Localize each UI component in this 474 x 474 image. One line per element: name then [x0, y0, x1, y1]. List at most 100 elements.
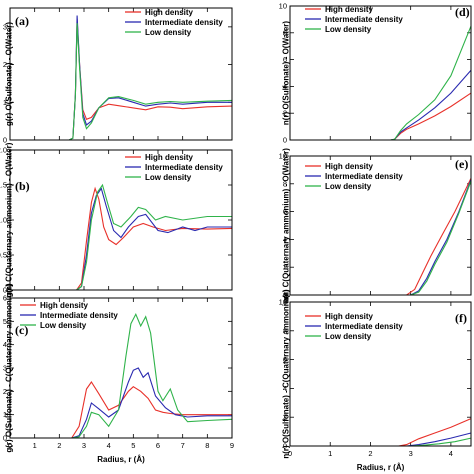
x-tick-label: 7 [181, 441, 185, 450]
x-axis-title: Radius, r (Å) [97, 455, 145, 464]
x-tick-label: 0 [8, 441, 12, 450]
y-tick-label: 10 [279, 152, 287, 161]
y-tick-label: 8 [283, 326, 287, 335]
x-tick-label: 4 [107, 441, 111, 450]
panel-a: 0 1 2 3 (a)g(r) O(Sulfonate) - O(Water) High … [3, 7, 233, 145]
legend-entry: Intermediate density [325, 322, 403, 331]
legend-entry: Low density [325, 332, 372, 341]
y-axis-title: g(r) C(Quaternary ammonium) - O(Water) [5, 142, 14, 297]
x-tick-label: 2 [368, 449, 372, 458]
y-tick-label: 3 [3, 22, 7, 31]
legend-entry: Intermediate density [145, 18, 223, 27]
panel-label: (a) [15, 14, 29, 28]
series-line-high-density [71, 381, 232, 439]
y-tick-label: 4 [283, 235, 287, 244]
x-tick-label: 4 [449, 449, 453, 458]
y-tick-label: 0 [283, 291, 287, 300]
y-tick-label: 0 [283, 442, 287, 451]
y-tick-label: 1 [3, 98, 7, 107]
plot-frame [9, 149, 233, 291]
plot-frame [289, 5, 472, 141]
x-tick-label: 9 [230, 441, 234, 450]
y-tick-label: 2 [3, 60, 7, 69]
legend-entry: Low density [325, 25, 372, 34]
panel-c: 0 1 2 3 4 5 6 7 8 9 0 1 2 3 4 5 6 (c)g(r) O(Sulfonate) - … [3, 283, 234, 464]
y-tick-label: 4 [283, 82, 287, 91]
legend-entry: Intermediate density [40, 311, 118, 320]
x-tick-label: 3 [409, 449, 413, 458]
plot-frame [9, 7, 233, 141]
y-tick-label: 10 [279, 2, 287, 11]
y-tick-label: 10 [279, 298, 287, 307]
y-tick-label: 2 [283, 109, 287, 118]
legend-entry: High density [145, 153, 194, 162]
x-tick-label: 6 [156, 441, 160, 450]
y-tick-label: 6 [283, 355, 287, 364]
x-tick-label: 3 [82, 441, 86, 450]
legend-entry: High density [325, 162, 374, 171]
series-line-high-density [290, 177, 472, 296]
y-axis-title: g(r) O(Sulfonate) - C(Quaternary ammoniu… [5, 283, 14, 453]
series-line-high-density [68, 19, 233, 141]
y-axis-title: g(r) O(Sulfonate) - O(Water) [5, 22, 14, 126]
y-tick-label: 2.0 [0, 146, 7, 155]
panel-label: (d) [455, 5, 470, 19]
y-tick-label: 6 [3, 294, 7, 303]
y-tick-label: 1.5 [0, 181, 7, 190]
y-tick-label: 0 [3, 136, 7, 145]
series-line-intermediate-density [76, 187, 232, 291]
x-tick-label: 8 [205, 441, 209, 450]
y-tick-label: 2 [283, 413, 287, 422]
legend-entry: Intermediate density [145, 163, 223, 172]
panel-f: 0 1 2 3 4 0 2 4 6 8 10 (f) n(r) O(Sulfonate) - C(Qua… [279, 289, 472, 472]
series-line-intermediate-density [290, 179, 472, 296]
y-tick-label: 4 [3, 340, 7, 349]
series-line-intermediate-density [290, 432, 472, 447]
plot-frame [289, 155, 472, 296]
panel-label: (f) [455, 311, 467, 325]
y-axis-title: n(r) O(Sulfonate) - O(Water) [282, 21, 291, 125]
plot-frame [9, 297, 233, 439]
y-tick-label: 6 [283, 55, 287, 64]
panel-label: (c) [15, 323, 28, 337]
y-tick-label: 1.0 [0, 216, 7, 225]
legend-entry: High density [40, 301, 89, 310]
panel-label: (e) [455, 157, 468, 171]
legend-entry: Intermediate density [325, 172, 403, 181]
panel-e: 0 2 4 6 8 10 (e) n(r) C(Quaternary ammonium) - … [279, 148, 472, 303]
x-tick-label: 2 [57, 441, 61, 450]
series-line-intermediate-density [71, 367, 232, 439]
series-line-low-density [71, 313, 233, 439]
legend-entry: Low density [145, 173, 192, 182]
series-line-high-density [76, 186, 233, 291]
series-line-intermediate-density [290, 69, 472, 141]
y-tick-label: 8 [283, 28, 287, 37]
y-tick-label: 5 [3, 317, 7, 326]
legend-entry: Intermediate density [325, 15, 403, 24]
y-tick-label: 2 [3, 387, 7, 396]
y-tick-label: 0 [3, 286, 7, 295]
x-tick-label: 1 [328, 449, 332, 458]
series-line-low-density [290, 25, 472, 141]
y-tick-label: 4 [283, 384, 287, 393]
panel-d: 0 2 4 6 8 10 (d) n(r) O(Sulfonate) - O(Water) Hi… [279, 2, 472, 145]
y-tick-label: 2 [283, 263, 287, 272]
legend-entry: Low density [325, 182, 372, 191]
y-tick-label: 8 [283, 179, 287, 188]
y-tick-label: 0.5 [0, 251, 7, 260]
y-tick-label: 0 [283, 136, 287, 145]
panel-b: 0 0.5 1.0 1.5 2.0 (b)g(r) C(Quaternary ammoni… [0, 142, 233, 297]
x-tick-label: 5 [131, 441, 135, 450]
legend-entry: High density [325, 312, 374, 321]
series-line-low-density [76, 183, 232, 291]
y-tick-label: 0 [3, 434, 7, 443]
legend-entry: High density [145, 8, 194, 17]
legend-entry: Low density [145, 28, 192, 37]
